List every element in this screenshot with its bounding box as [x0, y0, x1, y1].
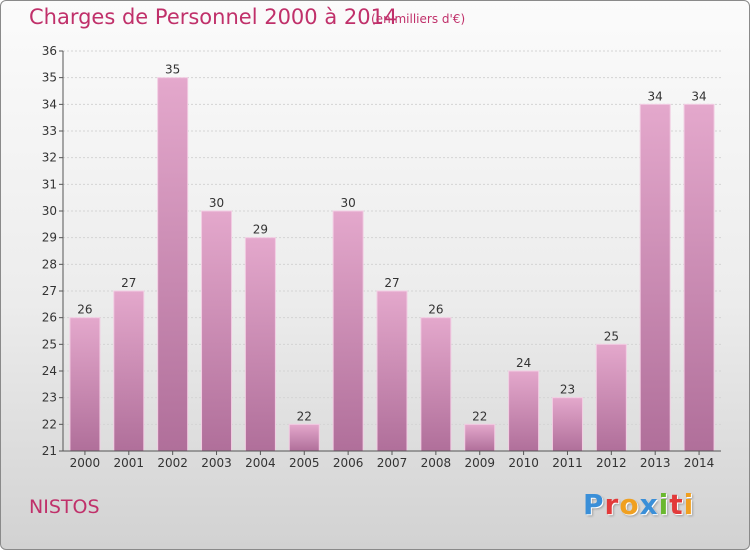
- y-tick-label: 28: [42, 257, 57, 271]
- data-label: 30: [209, 196, 224, 210]
- x-tick-label: 2005: [289, 456, 320, 470]
- bar: [683, 103, 715, 452]
- data-label: 27: [384, 276, 399, 290]
- y-tick-label: 24: [42, 364, 57, 378]
- data-label: 30: [340, 196, 355, 210]
- bar: [201, 210, 233, 452]
- x-tick-label: 2011: [552, 456, 583, 470]
- logo-letter: x: [639, 488, 659, 521]
- bar: [420, 317, 452, 452]
- chart-title: Charges de Personnel 2000 à 2014: [29, 5, 398, 29]
- x-tick-label: 2008: [421, 456, 452, 470]
- bar: [244, 237, 276, 452]
- data-label: 29: [253, 223, 268, 237]
- data-label: 34: [691, 89, 706, 103]
- bars: [69, 77, 715, 452]
- y-tick-labels: 21 22 23 24 25 26 27 28 29 30 31 32 33 34 35 36: [42, 44, 57, 458]
- x-tick-labels: 2000 2001 2002 2003 2004 2005 2006 2007 2008 2009…: [70, 451, 715, 470]
- x-tick-label: 2013: [640, 456, 671, 470]
- y-tick-label: 31: [42, 177, 57, 191]
- y-tick-label: 22: [42, 417, 57, 431]
- y-tick-label: 34: [42, 97, 57, 111]
- y-tick-label: 32: [42, 151, 57, 165]
- y-tick-label: 36: [42, 44, 57, 58]
- data-label: 23: [560, 383, 575, 397]
- logo-letter: i: [683, 488, 695, 521]
- logo-letter: i: [658, 488, 670, 521]
- x-tick-label: 2000: [70, 456, 101, 470]
- y-tick-label: 26: [42, 311, 57, 325]
- y-tick-label: 23: [42, 391, 57, 405]
- bar: [551, 397, 583, 452]
- data-label: 34: [648, 89, 663, 103]
- bar: [508, 370, 540, 452]
- x-tick-label: 2001: [114, 456, 145, 470]
- bar: [69, 317, 101, 452]
- logo-letter: o: [619, 488, 640, 521]
- logo-letter: t: [669, 488, 684, 521]
- x-tick-label: 2006: [333, 456, 364, 470]
- data-label: 26: [428, 303, 443, 317]
- x-tick-label: 2007: [377, 456, 408, 470]
- bar: [157, 77, 189, 452]
- y-tick-label: 33: [42, 124, 57, 138]
- bar: [332, 210, 364, 452]
- x-tick-label: 2003: [201, 456, 232, 470]
- logo-letter: P: [583, 488, 605, 521]
- data-label: 25: [604, 329, 619, 343]
- bar: [595, 343, 627, 452]
- x-tick-label: 2004: [245, 456, 276, 470]
- commune-name: NISTOS: [29, 496, 100, 518]
- y-tick-label: 27: [42, 284, 57, 298]
- y-tick-label: 29: [42, 231, 57, 245]
- data-label: 22: [297, 409, 312, 423]
- bar: [113, 290, 145, 452]
- data-label: 27: [121, 276, 136, 290]
- x-tick-label: 2014: [684, 456, 715, 470]
- chart-subtitle: (en milliers d'€): [371, 12, 466, 26]
- x-tick-label: 2002: [157, 456, 188, 470]
- data-label: 22: [472, 409, 487, 423]
- bar: [464, 423, 496, 452]
- bar: [639, 103, 671, 452]
- y-tick-label: 35: [42, 71, 57, 85]
- proxiti-logo: Proxiti: [583, 488, 694, 521]
- x-tick-label: 2010: [508, 456, 539, 470]
- y-tick-label: 25: [42, 337, 57, 351]
- logo-letter: r: [604, 488, 620, 521]
- x-tick-label: 2009: [464, 456, 495, 470]
- y-tick-label: 21: [42, 444, 57, 458]
- y-tick-label: 30: [42, 204, 57, 218]
- data-label: 24: [516, 356, 531, 370]
- x-tick-label: 2012: [596, 456, 627, 470]
- data-label: 26: [77, 303, 92, 317]
- bar: [376, 290, 408, 452]
- data-labels: 26 27 35 30 29 22 30 27 26 22 24 23 25 34 34: [77, 63, 706, 424]
- bar: [288, 423, 320, 452]
- data-label: 35: [165, 63, 180, 77]
